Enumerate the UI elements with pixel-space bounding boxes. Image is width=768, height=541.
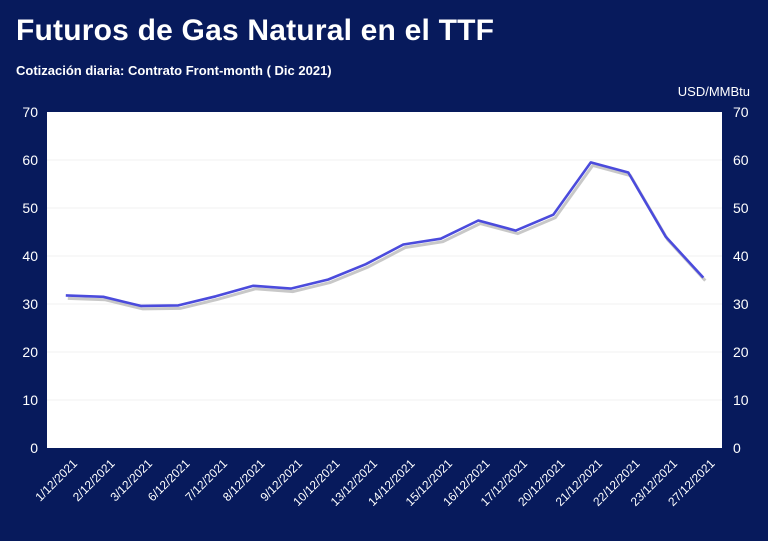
series-line xyxy=(65,161,705,308)
y-tick-label-right: 40 xyxy=(733,248,749,264)
y-tick-label-left: 0 xyxy=(30,440,38,456)
y-tick-label-left: 40 xyxy=(22,248,38,264)
grid-lines xyxy=(47,159,722,401)
y-tick-label-right: 50 xyxy=(733,200,749,216)
x-axis: 1/12/20212/12/20213/12/20216/12/20217/12… xyxy=(32,456,717,509)
y-tick-label-left: 60 xyxy=(22,152,38,168)
y-tick-label-right: 0 xyxy=(733,440,741,456)
y-tick-label-left: 10 xyxy=(22,392,38,408)
y-tick-label-left: 30 xyxy=(22,296,38,312)
y-tick-label-left: 20 xyxy=(22,344,38,360)
y-axis-left: 0 10 20 30 40 50 60 70 xyxy=(22,104,38,456)
plot-area xyxy=(47,112,722,448)
y-tick-label-right: 70 xyxy=(733,104,749,120)
unit-label: USD/MMBtu xyxy=(677,84,750,99)
series-line-shadow xyxy=(67,163,707,311)
y-axis-right: 0 10 20 30 40 50 60 70 xyxy=(733,104,749,456)
chart-title: Futuros de Gas Natural en el TTF xyxy=(16,14,495,47)
y-tick-label-left: 50 xyxy=(22,200,38,216)
y-tick-label-right: 20 xyxy=(733,344,749,360)
y-tick-label-right: 10 xyxy=(733,392,749,408)
y-tick-label-right: 60 xyxy=(733,152,749,168)
y-tick-label-right: 30 xyxy=(733,296,749,312)
chart-subtitle: Cotización diaria: Contrato Front-month … xyxy=(16,63,332,78)
y-tick-label-left: 70 xyxy=(22,104,38,120)
